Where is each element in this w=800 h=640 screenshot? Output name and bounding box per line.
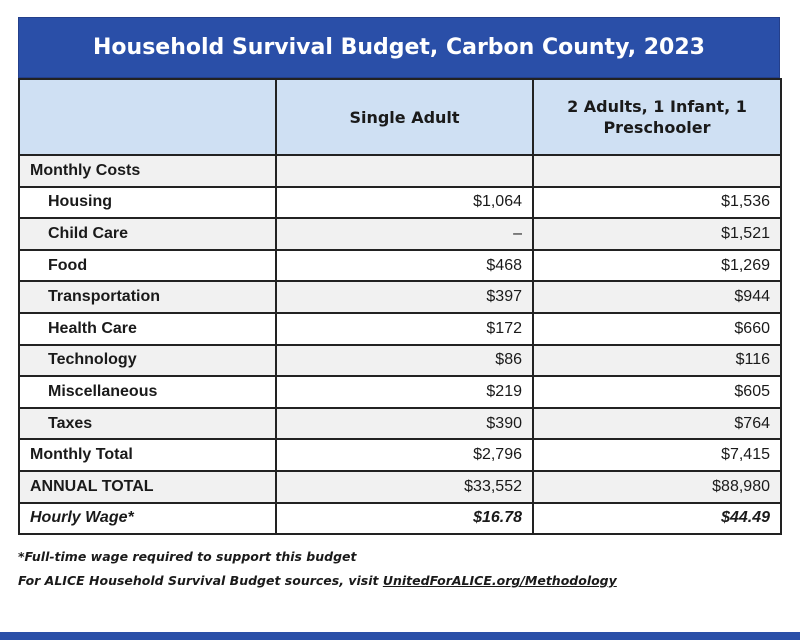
single-adult-value: $390 [275, 406, 534, 441]
row-label: Child Care [18, 217, 277, 251]
section-label: Monthly Costs [18, 154, 277, 188]
row-label: Hourly Wage* [18, 501, 277, 536]
section-row-monthly-costs: Monthly Costs [18, 154, 782, 188]
cost-row-housing: Housing $1,064 $1,536 [18, 185, 782, 220]
annual-total-row: ANNUAL TOTAL $33,552 $88,980 [18, 469, 782, 504]
hourly-wage-row: Hourly Wage* $16.78 $44.49 [18, 501, 782, 536]
family-value: $605 [532, 375, 782, 409]
row-label: Technology [18, 343, 277, 378]
single-adult-value: $468 [275, 248, 534, 283]
row-label: Transportation [18, 280, 277, 314]
monthly-total-row: Monthly Total $2,796 $7,415 [18, 438, 782, 472]
cost-row-health-care: Health Care $172 $660 [18, 311, 782, 346]
single-adult-value: $1,064 [275, 185, 534, 220]
single-adult-value: $86 [275, 343, 534, 378]
column-header-single-adult: Single Adult [275, 78, 534, 156]
footnotes: *Full-time wage required to support this… [18, 545, 780, 593]
cost-row-transportation: Transportation $397 $944 [18, 280, 782, 314]
row-label: Housing [18, 185, 277, 220]
column-header-empty [18, 78, 277, 156]
family-value: $44.49 [532, 501, 782, 536]
single-adult-value: $33,552 [275, 469, 534, 504]
family-value: $7,415 [532, 438, 782, 472]
cost-row-child-care: Child Care – $1,521 [18, 217, 782, 251]
budget-table: Single Adult 2 Adults, 1 Infant, 1 Presc… [18, 78, 782, 536]
family-value: $116 [532, 343, 782, 378]
budget-figure: Household Survival Budget, Carbon County… [18, 17, 782, 593]
footnote-wage: *Full-time wage required to support this… [18, 549, 357, 565]
family-value: $88,980 [532, 469, 782, 504]
table-title: Household Survival Budget, Carbon County… [18, 17, 780, 78]
sources-text: For ALICE Household Survival Budget sour… [18, 573, 383, 589]
family-value: $1,269 [532, 248, 782, 283]
column-header-row: Single Adult 2 Adults, 1 Infant, 1 Presc… [18, 78, 782, 156]
row-label: Health Care [18, 311, 277, 346]
single-adult-value: $2,796 [275, 438, 534, 472]
row-label: Food [18, 248, 277, 283]
sources-link[interactable]: UnitedForALICE.org/Methodology [382, 573, 617, 589]
section-cell-empty [532, 154, 782, 188]
cost-row-food: Food $468 $1,269 [18, 248, 782, 283]
bottom-accent-bar [0, 632, 800, 640]
column-header-family: 2 Adults, 1 Infant, 1 Preschooler [532, 78, 782, 156]
family-value: $1,521 [532, 217, 782, 251]
row-label: Monthly Total [18, 438, 277, 472]
family-value: $660 [532, 311, 782, 346]
section-cell-empty [275, 154, 534, 188]
single-adult-value: $397 [275, 280, 534, 314]
cost-row-taxes: Taxes $390 $764 [18, 406, 782, 441]
row-label: Taxes [18, 406, 277, 441]
single-adult-value: – [275, 217, 534, 251]
single-adult-value: $172 [275, 311, 534, 346]
single-adult-value: $219 [275, 375, 534, 409]
table-body: Monthly Costs Housing $1,064 $1,536 Child C… [18, 154, 782, 536]
footnote-sources: For ALICE Household Survival Budget sour… [18, 569, 780, 593]
cost-row-miscellaneous: Miscellaneous $219 $605 [18, 375, 782, 409]
family-value: $944 [532, 280, 782, 314]
row-label: ANNUAL TOTAL [18, 469, 277, 504]
family-value: $1,536 [532, 185, 782, 220]
family-value: $764 [532, 406, 782, 441]
single-adult-value: $16.78 [275, 501, 534, 536]
cost-row-technology: Technology $86 $116 [18, 343, 782, 378]
row-label: Miscellaneous [18, 375, 277, 409]
